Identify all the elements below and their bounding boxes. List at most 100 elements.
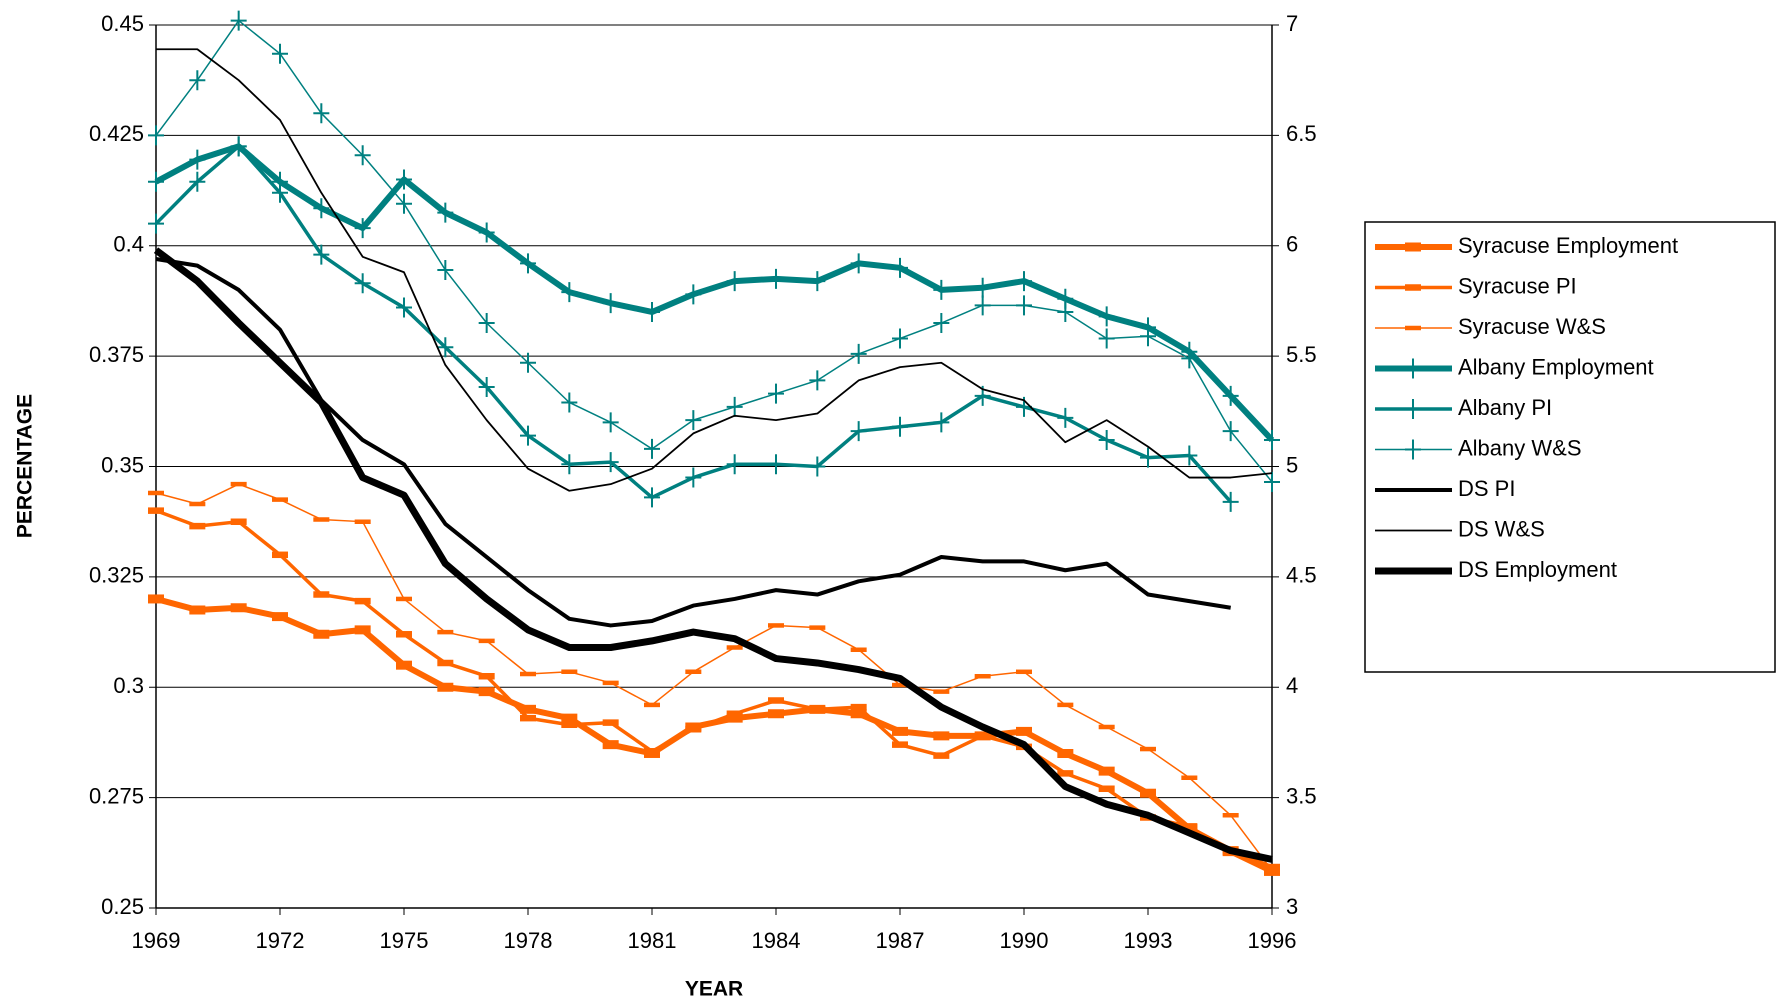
- marker: [726, 454, 743, 475]
- marker: [437, 202, 454, 223]
- marker: [1098, 328, 1115, 349]
- marker: [933, 313, 950, 334]
- legend-label: DS Employment: [1458, 557, 1617, 582]
- marker: [1140, 326, 1156, 347]
- y2-tick-label: 5.5: [1286, 342, 1317, 367]
- legend-label: DS PI: [1458, 476, 1515, 501]
- marker: [850, 343, 867, 364]
- marker: [1057, 301, 1074, 322]
- y2-tick-label: 7: [1286, 11, 1298, 36]
- marker: [850, 421, 867, 442]
- series-line: [155, 483, 1273, 871]
- y2-tick-label: 5: [1286, 452, 1298, 477]
- y-tick-label: 0.425: [89, 121, 144, 146]
- marker: [602, 293, 619, 314]
- marker: [478, 313, 495, 334]
- marker: [1405, 439, 1421, 460]
- marker: [354, 273, 371, 294]
- x-tick-label: 1996: [1248, 928, 1297, 953]
- marker: [685, 467, 702, 488]
- x-tick-label: 1975: [380, 928, 429, 953]
- series-line: [155, 257, 1231, 628]
- marker: [561, 454, 578, 475]
- marker: [974, 295, 991, 316]
- marker: [1016, 271, 1032, 292]
- marker: [189, 149, 206, 170]
- marker: [396, 169, 412, 190]
- y-axis-label: PERCENTAGE: [14, 394, 37, 538]
- legend-box: [1364, 221, 1776, 673]
- series-line: [155, 19, 1273, 483]
- series-line: [154, 144, 1232, 503]
- x-axis-label: YEAR: [685, 978, 743, 1001]
- x-tick-label: 1993: [1124, 928, 1173, 953]
- marker: [892, 257, 908, 278]
- marker: [396, 193, 412, 214]
- y2-tick-label: 6: [1286, 232, 1298, 257]
- marker: [685, 410, 702, 431]
- marker: [1405, 399, 1421, 419]
- marker: [768, 454, 784, 475]
- marker: [726, 396, 743, 417]
- marker: [148, 213, 164, 234]
- marker: [1181, 348, 1198, 369]
- marker: [933, 412, 950, 433]
- marker: [1222, 385, 1239, 406]
- y-tick-label: 0.275: [89, 783, 144, 808]
- y2-tick-label: 4.5: [1286, 563, 1317, 588]
- marker: [1098, 306, 1115, 327]
- marker: [1222, 491, 1239, 512]
- marker: [933, 279, 950, 300]
- y-tick-label: 0.25: [101, 894, 144, 919]
- series-line: [155, 509, 1273, 875]
- marker: [1140, 447, 1156, 468]
- marker: [1405, 358, 1421, 379]
- marker: [189, 171, 206, 192]
- marker: [726, 271, 743, 292]
- series-line: [153, 247, 1273, 863]
- marker: [768, 268, 784, 289]
- marker: [602, 452, 619, 473]
- series-line: [156, 48, 1273, 492]
- legend-label: Albany Employment: [1458, 354, 1654, 379]
- marker: [478, 377, 495, 398]
- legend-label: DS W&S: [1458, 516, 1545, 541]
- y-tick-label: 0.3: [113, 673, 144, 698]
- x-tick-label: 1990: [1000, 928, 1049, 953]
- marker: [1016, 295, 1032, 316]
- x-tick-label: 1984: [752, 928, 801, 953]
- marker: [520, 425, 536, 446]
- x-tick-label: 1969: [132, 928, 181, 953]
- marker: [230, 10, 247, 31]
- marker: [396, 297, 412, 318]
- marker: [974, 277, 991, 298]
- marker: [809, 271, 826, 292]
- marker: [189, 70, 206, 91]
- marker: [644, 301, 660, 322]
- marker: [437, 260, 454, 281]
- y-tick-label: 0.4: [113, 232, 144, 257]
- marker: [354, 145, 371, 166]
- marker: [1057, 407, 1074, 428]
- legend-label: Albany W&S: [1458, 435, 1582, 460]
- marker: [313, 103, 330, 124]
- marker: [354, 218, 371, 239]
- marker: [602, 412, 619, 433]
- marker: [520, 253, 536, 274]
- marker: [561, 392, 578, 413]
- marker: [437, 337, 454, 358]
- marker: [892, 416, 908, 437]
- marker: [768, 383, 784, 404]
- x-tick-label: 1987: [876, 928, 925, 953]
- legend-label: Syracuse W&S: [1458, 314, 1606, 339]
- marker: [809, 456, 826, 477]
- y-tick-label: 0.45: [101, 11, 144, 36]
- y-tick-label: 0.35: [101, 452, 144, 477]
- marker: [272, 182, 288, 203]
- marker: [809, 370, 826, 391]
- marker: [478, 222, 495, 243]
- marker: [313, 198, 330, 219]
- marker: [1264, 430, 1280, 451]
- marker: [148, 171, 164, 192]
